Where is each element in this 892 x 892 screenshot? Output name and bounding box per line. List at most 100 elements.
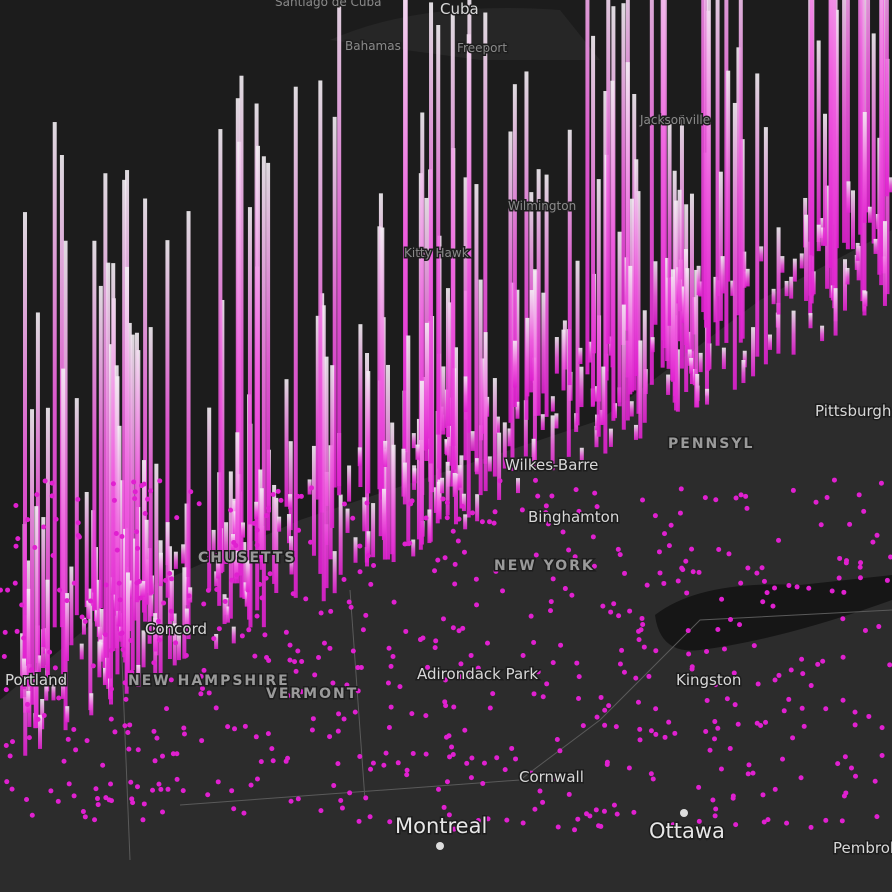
dot-decoration xyxy=(543,503,549,509)
dot-decoration xyxy=(116,580,122,586)
bar-decoration xyxy=(99,608,104,653)
dot-decoration xyxy=(303,596,309,602)
dot-decoration xyxy=(786,696,792,702)
dot-decoration xyxy=(278,497,284,503)
dot-decoration xyxy=(358,664,364,670)
bar-decoration xyxy=(457,465,462,488)
dot-decoration xyxy=(611,802,617,808)
bar-decoration xyxy=(158,552,163,587)
dot-decoration xyxy=(308,539,314,545)
dot-decoration xyxy=(648,771,654,777)
dot-decoration xyxy=(790,487,796,493)
dot-decoration xyxy=(640,497,646,503)
dot-decoration xyxy=(263,575,269,581)
dot-decoration xyxy=(719,596,725,602)
dot-decoration xyxy=(469,755,475,761)
bar-decoration xyxy=(523,400,528,457)
dot-decoration xyxy=(468,775,474,781)
dot-decoration xyxy=(627,608,633,614)
dot-decoration xyxy=(112,729,118,735)
bar-decoration xyxy=(694,269,699,408)
dot-decoration xyxy=(460,625,466,631)
bar-decoration xyxy=(173,551,178,569)
dot-decoration xyxy=(9,786,15,792)
dot-decoration xyxy=(239,633,245,639)
dot-decoration xyxy=(690,569,696,575)
dot-decoration xyxy=(336,711,342,717)
dot-decoration xyxy=(799,656,805,662)
dot-decoration xyxy=(254,776,260,782)
dot-decoration xyxy=(367,814,373,820)
dot-decoration xyxy=(75,520,81,526)
dot-decoration xyxy=(49,493,55,499)
dot-decoration xyxy=(474,602,480,608)
bar-decoration xyxy=(842,0,847,243)
dot-decoration xyxy=(341,716,347,722)
bar-decoration xyxy=(578,347,583,365)
dot-decoration xyxy=(257,581,263,587)
dot-decoration xyxy=(206,690,212,696)
bar-decoration xyxy=(608,428,613,447)
bar-decoration xyxy=(695,373,700,408)
dot-decoration xyxy=(504,817,510,823)
dot-decoration xyxy=(761,819,767,825)
dot-decoration xyxy=(435,557,441,563)
bar-decoration xyxy=(81,617,86,635)
dot-decoration xyxy=(183,653,189,659)
dot-decoration xyxy=(410,751,416,757)
bar-decoration xyxy=(846,181,851,213)
dot-decoration xyxy=(449,744,455,750)
bar-decoration xyxy=(345,508,350,533)
bar-decoration xyxy=(427,509,432,544)
dot-decoration xyxy=(466,669,472,675)
dot-decoration xyxy=(450,528,456,534)
dot-decoration xyxy=(160,753,166,759)
dot-decoration xyxy=(801,723,807,729)
bar-decoration xyxy=(402,462,407,505)
dot-decoration xyxy=(409,711,415,717)
bar-decoration xyxy=(169,570,174,622)
dot-decoration xyxy=(744,505,750,511)
dot-decoration xyxy=(733,822,739,828)
dot-decoration xyxy=(528,770,534,776)
dot-decoration xyxy=(132,489,138,495)
dot-decoration xyxy=(751,643,757,649)
dot-decoration xyxy=(90,663,96,669)
dot-decoration xyxy=(485,640,491,646)
dot-decoration xyxy=(696,818,702,824)
dot-decoration xyxy=(772,585,778,591)
dot-decoration xyxy=(370,760,376,766)
dot-decoration xyxy=(874,532,880,538)
bar-decoration xyxy=(65,593,70,662)
dot-decoration xyxy=(837,555,843,561)
dot-decoration xyxy=(134,529,140,535)
dot-decoration xyxy=(784,820,790,826)
dot-decoration xyxy=(602,707,608,713)
dot-decoration xyxy=(750,770,756,776)
dot-decoration xyxy=(839,818,845,824)
dot-decoration xyxy=(653,706,659,712)
bar-decoration xyxy=(165,522,170,598)
bar-decoration xyxy=(248,423,253,628)
dot-decoration xyxy=(265,731,271,737)
dot-decoration xyxy=(861,508,867,514)
dot-decoration xyxy=(557,748,563,754)
dot-decoration xyxy=(689,546,695,552)
dot-decoration xyxy=(712,813,718,819)
dot-decoration xyxy=(248,782,254,788)
dot-decoration xyxy=(103,582,109,588)
dot-decoration xyxy=(267,571,273,577)
bar-decoration xyxy=(412,468,417,484)
dot-decoration xyxy=(331,783,337,789)
bar-decoration xyxy=(845,0,850,250)
dot-decoration xyxy=(52,665,58,671)
bar-decoration xyxy=(92,240,97,610)
bar-decoration xyxy=(621,304,626,430)
dot-decoration xyxy=(211,636,217,642)
dot-decoration xyxy=(451,704,457,710)
dot-decoration xyxy=(554,737,560,743)
dot-decoration xyxy=(686,651,692,657)
bar-decoration xyxy=(44,684,49,701)
dot-decoration xyxy=(712,719,718,725)
